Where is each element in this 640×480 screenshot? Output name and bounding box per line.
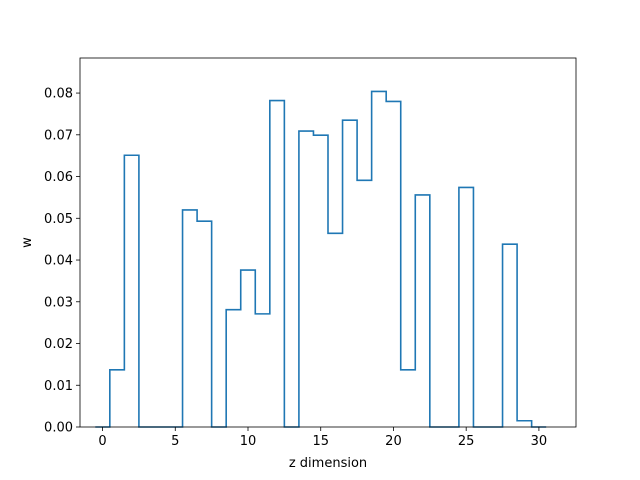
x-tick-label: 15 [312,434,329,449]
histogram-bin [386,101,401,427]
x-tick-label: 5 [171,434,179,449]
x-tick-label: 30 [531,434,548,449]
histogram-bin [372,91,387,427]
x-tick-label: 0 [98,434,106,449]
y-tick-label: 0.01 [44,379,73,394]
histogram-bin [357,180,372,427]
y-tick-label: 0.02 [44,337,73,352]
x-tick-label: 25 [458,434,475,449]
histogram-bin [255,314,270,427]
histogram-bin [517,421,532,427]
histogram-bin [270,101,285,427]
y-tick-label: 0.05 [44,212,73,227]
histogram-bin [183,210,198,427]
axes-frame [79,57,577,428]
x-tick-label: 20 [385,434,402,449]
histogram-bin [415,195,430,427]
y-tick-label: 0.07 [44,128,73,143]
y-tick-label: 0.04 [44,254,73,269]
histogram-bin [299,131,314,427]
y-axis-ticks: 0.00 0.01 0.02 0.03 0.04 0.05 0.06 0.07 0.08 [44,87,80,436]
histogram-bin [459,187,474,427]
x-axis-ticks: 0 5 10 15 20 25 30 [98,427,547,449]
plot-area [95,90,547,428]
y-tick-label: 0.06 [44,170,73,185]
histogram-bin [124,155,139,427]
y-tick-label: 0.00 [44,421,73,436]
histogram-bin [313,135,328,427]
histogram-bin [343,120,358,427]
histogram-bin [503,244,518,427]
histogram-outline-series-0 [95,90,547,428]
histogram-bin [241,270,256,427]
x-axis-label: z dimension [289,456,367,471]
y-tick-label: 0.03 [44,295,73,310]
y-tick-label: 0.08 [44,87,73,102]
histogram-bin [197,221,212,427]
histogram-bin [401,370,416,427]
x-tick-label: 10 [240,434,257,449]
histogram-bin [110,370,125,427]
histogram-bin [328,233,343,427]
y-axis-label: w [20,237,35,248]
histogram-bin [226,310,241,427]
